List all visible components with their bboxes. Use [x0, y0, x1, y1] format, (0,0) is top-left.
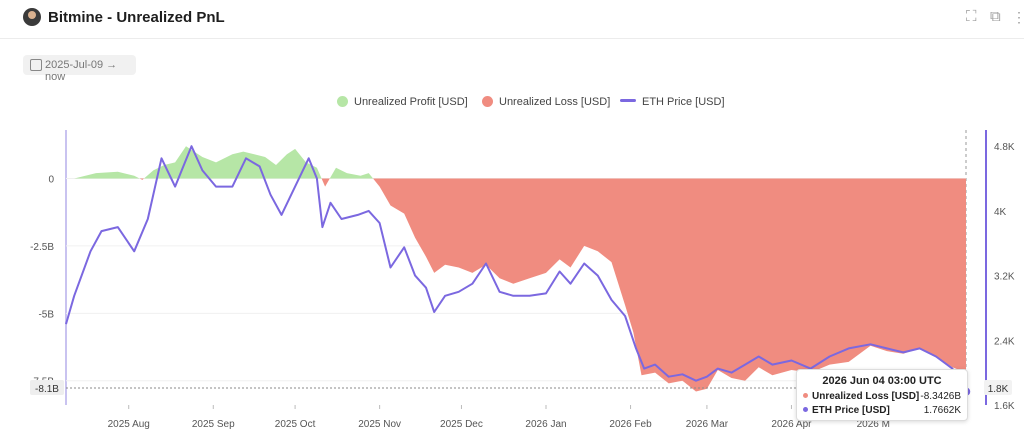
- y-right-tick-label: 3.2K: [994, 272, 1015, 283]
- date-range-chip[interactable]: 2025-Jul-09 → now: [23, 55, 136, 83]
- avatar: [23, 8, 41, 26]
- tooltip-row-loss: Unrealized Loss [USD] -8.3426B: [803, 391, 961, 402]
- calendar-icon: [30, 59, 42, 71]
- legend-item-profit[interactable]: Unrealized Profit [USD]: [337, 96, 468, 108]
- y-left-tick-label: -2.5B: [30, 242, 54, 253]
- external-link-icon[interactable]: ⧉: [990, 8, 1001, 25]
- y-left-tick-label: -5B: [38, 309, 54, 320]
- legend-label: ETH Price [USD]: [642, 96, 725, 108]
- left-current-label: -8.1B: [35, 384, 59, 395]
- y-right-tick-label: 2.4K: [994, 336, 1015, 347]
- tooltip-value: -8.3426B: [920, 391, 961, 402]
- legend-item-loss[interactable]: Unrealized Loss [USD]: [482, 96, 610, 108]
- y-right-tick-label: 4.8K: [994, 142, 1015, 153]
- legend-label: Unrealized Profit [USD]: [354, 96, 468, 108]
- legend-label: Unrealized Loss [USD]: [499, 96, 611, 108]
- tooltip-label: ETH Price [USD]: [812, 405, 890, 416]
- tooltip-title: 2026 Jun 04 03:00 UTC: [822, 375, 942, 387]
- x-tick-label: 2026 Apr: [771, 419, 812, 430]
- y-right-tick-label: 1.6K: [994, 401, 1015, 412]
- tooltip-label: Unrealized Loss [USD]: [812, 391, 920, 402]
- y-left-tick-label: 0: [48, 175, 54, 186]
- right-current-badge: [984, 380, 1012, 395]
- x-tick-label: 2026 Jan: [525, 419, 566, 430]
- fullscreen-icon[interactable]: ⛶: [966, 8, 977, 25]
- x-tick-label: 2025 Dec: [440, 419, 483, 430]
- left-current-badge: [30, 380, 64, 395]
- x-tick-label: 2025 Nov: [358, 419, 401, 430]
- date-range-label: 2025-Jul-09 → now: [45, 59, 118, 83]
- legend-item-eth[interactable]: ETH Price [USD]: [620, 96, 725, 108]
- legend-swatch: [620, 99, 636, 102]
- eth-price-line: [65, 145, 967, 393]
- tooltip-swatch: [803, 393, 808, 398]
- page-title: Bitmine - Unrealized PnL: [48, 9, 225, 26]
- x-tick-label: 2026 M: [857, 419, 890, 430]
- x-tick-label: 2026 Mar: [686, 419, 729, 430]
- tooltip-value: 1.7662K: [923, 405, 961, 416]
- x-tick-label: 2026 Feb: [609, 419, 652, 430]
- x-tick-label: 2025 Sep: [192, 419, 235, 430]
- unrealized-profit-area: [74, 146, 966, 179]
- legend-swatch: [482, 96, 493, 107]
- legend-swatch: [337, 96, 348, 107]
- x-tick-label: 2025 Oct: [275, 419, 316, 430]
- y-right-tick-label: 4K: [994, 207, 1007, 218]
- tooltip-swatch: [803, 407, 808, 412]
- x-tick-label: 2025 Aug: [108, 419, 150, 430]
- panel-header: Bitmine - Unrealized PnL ⛶ ⧉ ⋮: [0, 0, 1024, 39]
- unrealized-loss-area: [139, 178, 966, 392]
- right-current-label: 1.8K: [988, 384, 1009, 395]
- tooltip-row-eth: ETH Price [USD] 1.7662K: [803, 405, 961, 416]
- more-icon[interactable]: ⋮: [1012, 9, 1024, 25]
- chart-tooltip: 2026 Jun 04 03:00 UTC Unrealized Loss [U…: [796, 369, 968, 421]
